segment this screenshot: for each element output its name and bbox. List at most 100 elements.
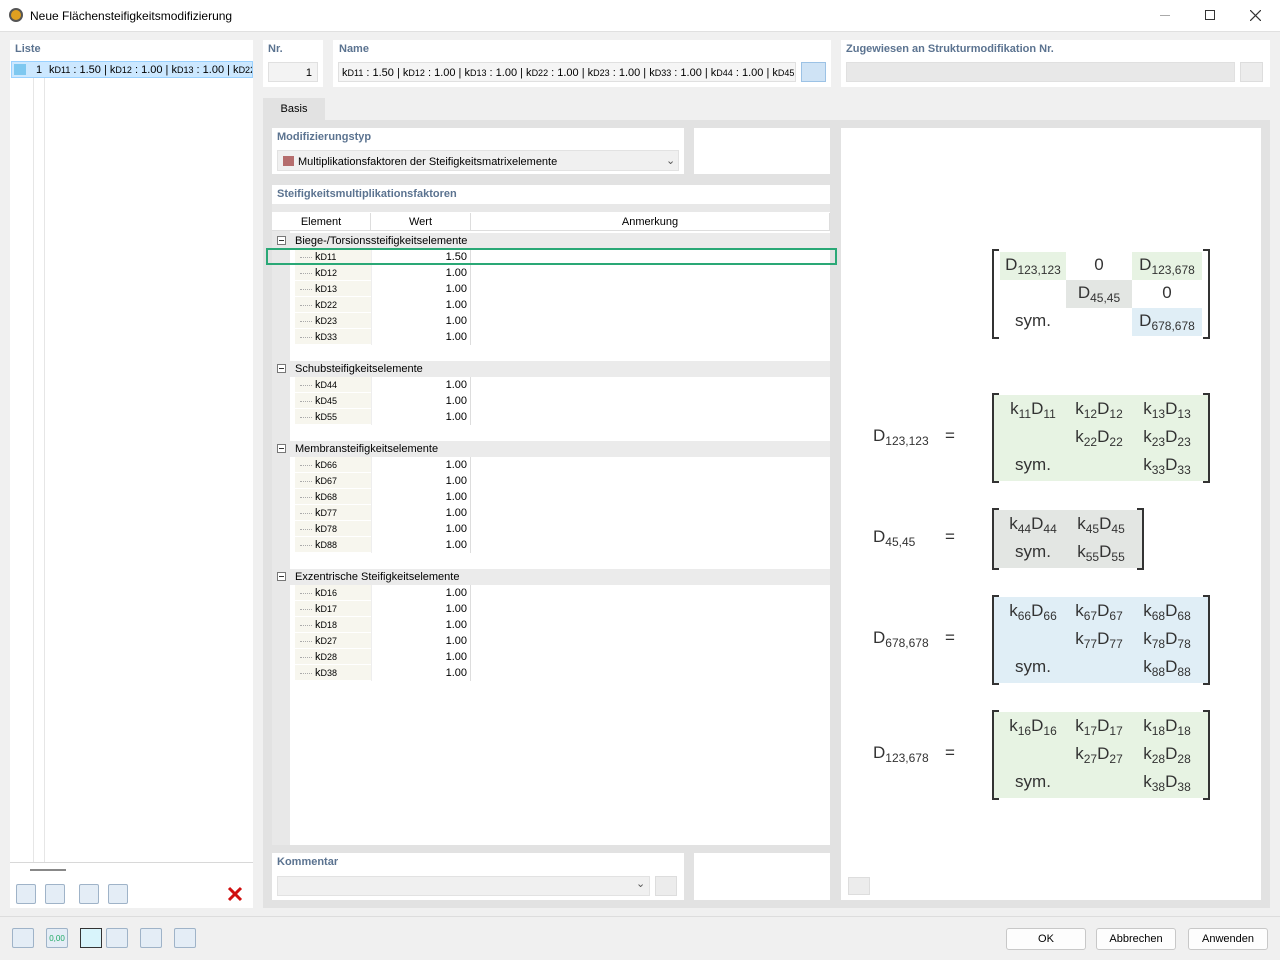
element-cell xyxy=(295,601,371,617)
element-cell xyxy=(295,649,371,665)
delete-button[interactable] xyxy=(226,885,244,903)
factors-label: Steifigkeitsmultiplikationsfaktoren xyxy=(277,188,457,200)
tree-branch xyxy=(300,481,312,482)
value-cell[interactable]: 1.00 xyxy=(371,505,471,521)
value-cell[interactable]: 1.00 xyxy=(371,393,471,409)
element-name: kD12 xyxy=(315,267,338,279)
list-item-color xyxy=(14,64,26,75)
group-name: Exzentrische Steifigkeitselemente xyxy=(295,571,460,583)
dropdown-caret: ⌄ xyxy=(666,155,676,167)
list-item-text: kD11 : 1.50 | kD12 : 1.00 | kD13 : 1.00 … xyxy=(49,64,252,76)
value-cell[interactable]: 1.00 xyxy=(371,633,471,649)
value-cell[interactable]: 1.00 xyxy=(371,649,471,665)
value-cell[interactable]: 1.00 xyxy=(371,265,471,281)
check-all-button[interactable] xyxy=(79,884,99,904)
dialog-button[interactable]: Abbrechen xyxy=(1096,928,1176,950)
element-cell xyxy=(295,329,371,345)
comment-button[interactable] xyxy=(655,876,677,896)
value-cell[interactable]: 1.00 xyxy=(371,297,471,313)
element-name: kD33 xyxy=(315,331,338,343)
value-cell[interactable]: 1.50 xyxy=(371,249,471,265)
bracket-right xyxy=(1203,710,1210,800)
matrix-cell: k77D77 xyxy=(1075,629,1123,651)
copy-button[interactable] xyxy=(45,884,65,904)
view-icon[interactable] xyxy=(140,928,162,948)
tool-icon[interactable] xyxy=(106,928,128,948)
element-name: kD67 xyxy=(315,475,338,487)
bracket-left xyxy=(992,249,999,339)
value-cell[interactable]: 1.00 xyxy=(371,473,471,489)
collapse-minus xyxy=(279,576,284,577)
list-label: Liste xyxy=(15,43,41,55)
bracket-left xyxy=(992,710,999,800)
matrix-cell: k38D38 xyxy=(1143,772,1191,794)
tree-branch xyxy=(300,641,312,642)
bracket-right xyxy=(1203,595,1210,685)
value-cell[interactable]: 1.00 xyxy=(371,489,471,505)
value-cell[interactable]: 1.00 xyxy=(371,617,471,633)
comment-field[interactable] xyxy=(277,876,650,896)
group-name: Biege-/Torsionssteifigkeitselemente xyxy=(295,235,468,247)
group-row xyxy=(290,569,830,585)
value-cell[interactable]: 1.00 xyxy=(371,281,471,297)
table-gutter xyxy=(272,231,290,845)
group-row xyxy=(290,361,830,377)
value-cell[interactable]: 1.00 xyxy=(371,329,471,345)
element-name: kD11 xyxy=(315,251,337,263)
tree-branch xyxy=(300,545,312,546)
element-name: kD55 xyxy=(315,411,338,423)
value-cell[interactable]: 1.00 xyxy=(371,521,471,537)
group-row xyxy=(290,233,830,249)
element-name: kD13 xyxy=(315,283,338,295)
value-cell[interactable]: 1.00 xyxy=(371,537,471,553)
matrix-cell: k55D55 xyxy=(1077,542,1125,564)
edit-button[interactable] xyxy=(801,62,826,82)
element-name: kD27 xyxy=(315,635,338,647)
matrix-cell: k88D88 xyxy=(1143,657,1191,679)
tab[interactable]: Basis xyxy=(263,98,325,121)
assigned-button[interactable] xyxy=(1240,62,1263,82)
list-item[interactable]: 1 kD11 : 1.50 | kD12 : 1.00 | kD13 : 1.00… xyxy=(11,61,253,78)
matrix-cell: k44D44 xyxy=(1009,514,1057,536)
type-label: Modifizierungstyp xyxy=(277,131,372,143)
equation-equals: = xyxy=(945,628,955,647)
element-cell xyxy=(295,297,371,313)
tree-line xyxy=(33,78,34,862)
new-button[interactable] xyxy=(16,884,36,904)
value-cell[interactable]: 1.00 xyxy=(371,665,471,681)
tree-branch xyxy=(300,337,312,338)
matrix-export[interactable] xyxy=(848,877,870,895)
group-row xyxy=(290,441,830,457)
name-field[interactable]: kD11 : 1.50 | kD12 : 1.00 | kD13 : 1.00 … xyxy=(338,62,796,82)
dialog-button[interactable]: Anwenden xyxy=(1188,928,1268,950)
selected-row xyxy=(266,248,837,265)
value-cell[interactable]: 1.00 xyxy=(371,313,471,329)
minimize[interactable] xyxy=(1160,15,1170,16)
close[interactable] xyxy=(1250,10,1261,21)
function-icon[interactable] xyxy=(174,928,196,948)
type-dropdown[interactable]: Multiplikationsfaktoren der Steifigkeits… xyxy=(277,150,679,171)
matrix-cell: k12D12 xyxy=(1075,399,1123,421)
value-cell[interactable]: 1.00 xyxy=(371,585,471,601)
color-icon[interactable] xyxy=(80,928,102,948)
assigned-label: Zugewiesen an Strukturmodifikation Nr. xyxy=(846,43,1054,55)
value-cell[interactable]: 1.00 xyxy=(371,377,471,393)
matrix-cell: D678,678 xyxy=(1132,308,1202,336)
type-value: Multiplikationsfaktoren der Steifigkeits… xyxy=(298,156,558,168)
matrix-cell: k18D18 xyxy=(1143,716,1191,738)
value-cell[interactable]: 1.00 xyxy=(371,409,471,425)
value-cell[interactable]: 1.00 xyxy=(371,601,471,617)
dropdown-caret: ⌄ xyxy=(636,878,646,890)
tree-line xyxy=(44,78,45,862)
element-name: kD22 xyxy=(315,299,338,311)
equation-lhs: D45,45 xyxy=(873,527,916,549)
equation-equals: = xyxy=(945,426,955,445)
value-cell[interactable]: 1.00 xyxy=(371,457,471,473)
uncheck-all-button[interactable] xyxy=(108,884,128,904)
help-icon[interactable] xyxy=(12,928,34,948)
dialog-button[interactable]: OK xyxy=(1006,928,1086,950)
maximize[interactable] xyxy=(1205,10,1215,20)
units-icon[interactable]: 0,00 xyxy=(46,928,68,948)
element-cell xyxy=(295,489,371,505)
